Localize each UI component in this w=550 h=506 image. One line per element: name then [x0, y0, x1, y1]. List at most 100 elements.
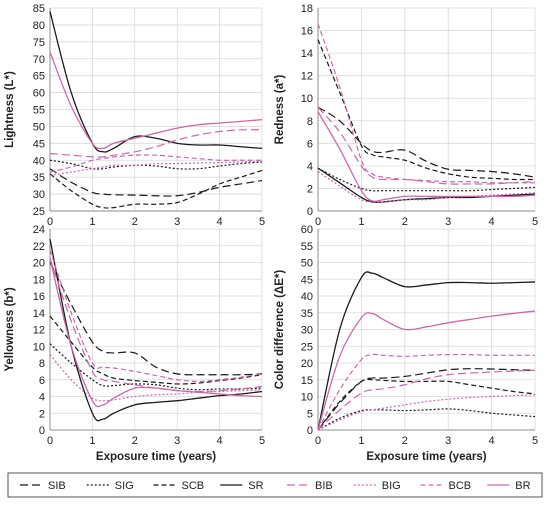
y-tick-label: 25: [301, 341, 313, 353]
legend: SIB SIG SCB SR BIB BIG BCB BR: [7, 472, 543, 498]
y-tick-label: 18: [301, 3, 313, 15]
y-tick-label: 10: [301, 93, 313, 105]
y-tick-label: 5: [307, 408, 313, 420]
y-tick-label: 50: [33, 121, 45, 133]
y-tick-label: 70: [33, 54, 45, 66]
y-tick-label: 14: [301, 48, 313, 60]
x-tick-label: 0: [315, 216, 321, 228]
series-line-br: [317, 310, 536, 431]
series-line-sib: [49, 168, 263, 197]
x-axis-title: Exposure time (years): [366, 451, 486, 463]
y-tick-label: 35: [33, 172, 45, 184]
x-tick-label: 4: [217, 435, 223, 447]
series-line-sig: [317, 167, 536, 192]
x-tick-label: 4: [489, 216, 495, 228]
x-tick-label: 3: [445, 435, 451, 447]
x-tick-label: 0: [315, 435, 321, 447]
legend-label-bcb: BCB: [449, 480, 472, 492]
x-tick-label: 5: [259, 435, 265, 447]
series-line-sig: [49, 159, 263, 170]
y-tick-label: 20: [33, 258, 45, 270]
series-line-scb: [317, 39, 536, 181]
y-tick-label: 50: [301, 258, 313, 270]
y-tick-label: 40: [33, 155, 45, 167]
series-line-big: [317, 394, 536, 431]
y-tick-label: 18: [33, 274, 45, 286]
y-tick-label: 30: [301, 325, 313, 337]
series-line-bcb: [49, 154, 262, 173]
series-line-scb: [317, 378, 536, 431]
x-tick-label: 0: [47, 435, 53, 447]
x-tick-label: 2: [402, 216, 408, 228]
series-line-sr: [317, 271, 536, 431]
y-tick-label: 12: [301, 71, 313, 83]
y-tick-label: 85: [33, 3, 45, 15]
x-tick-label: 2: [132, 435, 138, 447]
legend-label-bib: BIB: [315, 480, 333, 492]
y-tick-label: 4: [307, 161, 313, 173]
series-line-bcb: [317, 353, 535, 431]
y-tick-label: 15: [301, 375, 313, 387]
x-tick-label: 1: [89, 435, 95, 447]
legend-label-br: BR: [515, 480, 530, 492]
y-tick-label: 2: [39, 408, 45, 420]
y-tick-label: 22: [33, 241, 45, 253]
series-line-bcb: [49, 249, 263, 383]
y-tick-label: 0: [39, 425, 45, 437]
x-tick-label: 3: [174, 435, 180, 447]
series-line-scb: [49, 169, 263, 209]
y-tick-label: 0: [307, 206, 313, 218]
y-tick-label: 75: [33, 37, 45, 49]
series-line-bib: [317, 106, 536, 185]
x-tick-label: 3: [174, 216, 180, 228]
legend-label-sr: SR: [248, 480, 263, 492]
y-axis-title: Yellowness (b*): [4, 287, 16, 372]
series-line-br: [49, 51, 263, 150]
y-axis-title: Color difference (ΔE*): [274, 270, 286, 390]
x-tick-label: 1: [89, 216, 95, 228]
legend-label-sig: SIG: [115, 480, 134, 492]
x-tick-label: 5: [532, 216, 538, 228]
y-axis-title: Lightness (L*): [4, 71, 16, 148]
x-tick-label: 4: [489, 435, 495, 447]
x-tick-label: 4: [217, 216, 223, 228]
y-tick-label: 35: [301, 308, 313, 320]
legend-label-sib: SIB: [48, 480, 66, 492]
y-tick-label: 60: [33, 88, 45, 100]
series-line-br: [49, 258, 263, 408]
y-tick-label: 8: [39, 358, 45, 370]
y-tick-label: 55: [33, 105, 45, 117]
series-line-sib: [317, 106, 536, 178]
y-tick-label: 55: [301, 241, 313, 253]
y-tick-label: 65: [33, 71, 45, 83]
series-line-bib: [49, 129, 263, 158]
series-line-sr: [49, 238, 263, 422]
y-tick-label: 24: [33, 224, 45, 236]
y-tick-label: 14: [33, 308, 45, 320]
y-tick-label: 6: [39, 375, 45, 387]
x-tick-label: 2: [402, 435, 408, 447]
y-tick-label: 60: [301, 224, 313, 236]
y-tick-label: 25: [33, 206, 45, 218]
y-tick-label: 30: [33, 189, 45, 201]
series-line-sig: [49, 343, 263, 391]
y-tick-label: 45: [33, 138, 45, 150]
series-line-scb: [49, 315, 263, 385]
y-tick-label: 4: [39, 392, 45, 404]
y-tick-label: 0: [307, 425, 313, 437]
y-tick-label: 16: [33, 291, 45, 303]
x-tick-label: 5: [259, 216, 265, 228]
y-tick-label: 2: [307, 183, 313, 195]
y-tick-label: 12: [33, 325, 45, 337]
y-tick-label: 10: [33, 341, 45, 353]
series-line-sr: [317, 167, 536, 204]
x-tick-label: 5: [532, 435, 538, 447]
series-line-sib: [49, 262, 263, 376]
series-line-sig: [317, 408, 536, 431]
y-tick-label: 45: [301, 274, 313, 286]
x-tick-label: 0: [47, 216, 53, 228]
x-tick-label: 1: [358, 216, 364, 228]
